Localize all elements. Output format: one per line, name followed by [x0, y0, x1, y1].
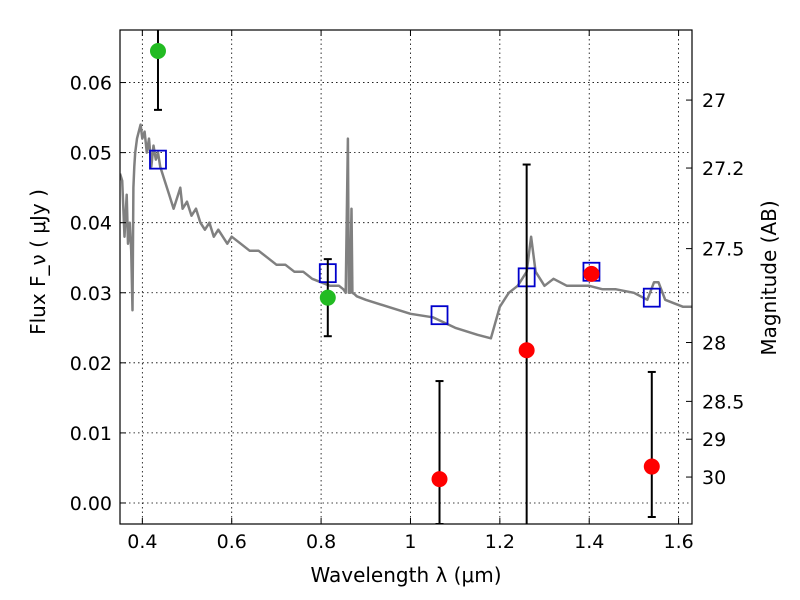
x-tick-label: 1.2	[485, 531, 515, 553]
detection-point	[149, 43, 166, 60]
right-tick-label: 29	[702, 429, 726, 451]
y-tick-label: 0.02	[70, 353, 112, 375]
x-tick-label: 0.6	[217, 531, 247, 553]
non-detection-point	[518, 342, 535, 359]
axis-ticks: 0.4 0.6 0.8 1 1.2 1.4 1.6 0.00 0.01 0.02 0.03 0.04 0…	[70, 30, 744, 553]
model-sed-line	[120, 123, 692, 340]
y-tick-label: 0.01	[70, 423, 112, 445]
non-detection-point	[583, 265, 600, 282]
right-tick-label: 27.2	[702, 158, 744, 180]
right-tick-label: 28.5	[702, 391, 744, 413]
x-tick-label: 1.6	[663, 531, 693, 553]
x-tick-label: 1	[404, 531, 416, 553]
right-tick-label: 27.5	[702, 239, 744, 261]
y-tick-label: 0.00	[70, 493, 112, 515]
detection-point	[319, 289, 336, 306]
model-photometry-square	[642, 287, 661, 308]
x-tick-label: 0.8	[306, 531, 336, 553]
y-tick-label: 0.04	[70, 213, 112, 235]
right-tick-label: 30	[702, 467, 726, 489]
y-tick-label: 0.06	[70, 73, 112, 95]
model-photometry-square	[430, 305, 449, 326]
grid-lines	[120, 30, 692, 524]
plot-area	[120, 30, 692, 524]
y-tick-label: 0.03	[70, 283, 112, 305]
x-tick-label: 1.4	[574, 531, 604, 553]
x-tick-label: 0.4	[127, 531, 157, 553]
model-photometry-square	[149, 149, 167, 170]
non-detection-point	[643, 458, 660, 475]
plot-frame	[119, 29, 693, 525]
right-tick-label: 28	[702, 333, 726, 355]
y-tick-label: 0.05	[70, 143, 112, 165]
y-axis-title: Flux F_ν ( μJy )	[26, 189, 50, 335]
non-detection-point	[431, 471, 448, 488]
x-axis-title: Wavelength λ (μm)	[310, 563, 501, 587]
y-right-axis-title: Magnitude (AB)	[757, 200, 781, 355]
right-tick-label: 27	[702, 90, 726, 112]
